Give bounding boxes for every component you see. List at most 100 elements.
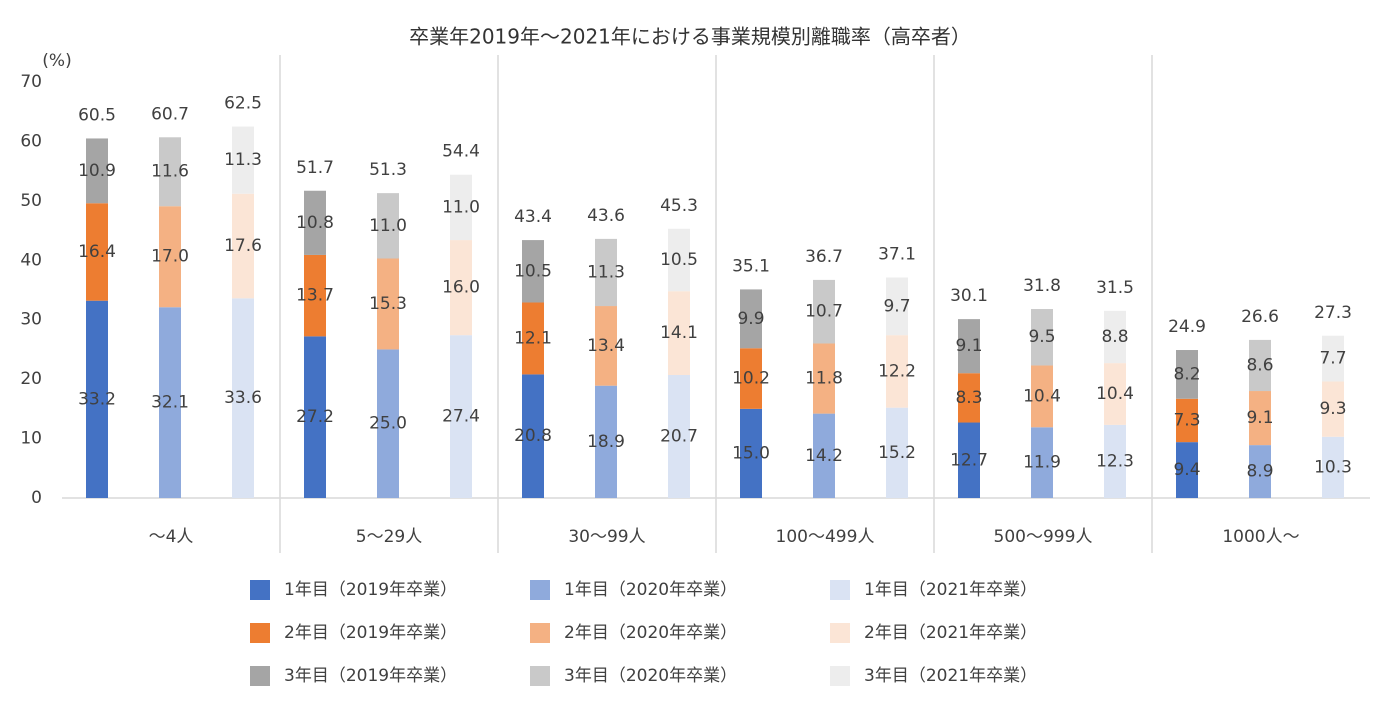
value-label: 7.7 xyxy=(1319,349,1346,369)
value-label: 12.3 xyxy=(1096,451,1134,471)
value-label: 13.4 xyxy=(587,336,625,356)
bar-segment xyxy=(377,258,399,350)
legend-label: 3年目（2020年卒業） xyxy=(564,666,737,686)
bar-segment xyxy=(595,385,617,498)
x-tick-label: 100～499人 xyxy=(776,527,875,547)
total-label: 51.7 xyxy=(296,158,334,178)
value-label: 16.0 xyxy=(442,278,480,298)
total-label: 31.5 xyxy=(1096,278,1134,298)
y-tick-label: 10 xyxy=(20,429,42,449)
total-label: 51.3 xyxy=(369,160,407,180)
bar-segment xyxy=(886,277,908,336)
value-label: 12.7 xyxy=(950,450,988,470)
bar-segment xyxy=(232,193,254,299)
bar-segment xyxy=(668,291,690,375)
bar-segment xyxy=(1249,445,1271,498)
bar-segment xyxy=(522,302,544,375)
legend-swatch xyxy=(530,623,550,643)
value-label: 9.1 xyxy=(955,336,982,356)
bar-segment xyxy=(86,203,108,301)
value-label: 8.2 xyxy=(1173,364,1200,384)
total-label: 26.6 xyxy=(1241,307,1279,327)
value-label: 9.9 xyxy=(737,309,764,329)
value-label: 9.3 xyxy=(1319,399,1346,419)
legend-label: 2年目（2019年卒業） xyxy=(284,623,457,643)
bar-segment xyxy=(958,422,980,498)
legend-swatch xyxy=(830,580,850,600)
value-label: 8.9 xyxy=(1246,462,1273,482)
x-tick-label: 5～29人 xyxy=(356,527,422,547)
value-label: 18.9 xyxy=(587,432,625,452)
x-tick-label: 1000人～ xyxy=(1222,527,1299,547)
bar-segment xyxy=(304,254,326,337)
total-label: 27.3 xyxy=(1314,303,1352,323)
value-label: 10.5 xyxy=(514,261,552,281)
y-tick-label: 20 xyxy=(20,369,42,389)
value-label: 25.0 xyxy=(369,414,407,434)
value-label: 15.0 xyxy=(732,443,770,463)
bar-segment xyxy=(1176,398,1198,443)
value-label: 11.0 xyxy=(442,197,480,217)
value-label: 11.6 xyxy=(151,162,189,182)
bar-segment xyxy=(1104,363,1126,425)
value-label: 27.4 xyxy=(442,407,480,427)
legend-swatch xyxy=(530,580,550,600)
total-label: 60.7 xyxy=(151,104,189,124)
bar-segment xyxy=(958,319,980,374)
bar-segment xyxy=(159,206,181,308)
value-label: 16.4 xyxy=(78,242,116,262)
legend-label: 1年目（2021年卒業） xyxy=(864,580,1037,600)
value-label: 11.3 xyxy=(587,262,625,282)
x-tick-label: ～4人 xyxy=(149,527,194,547)
bar-segment xyxy=(668,374,690,498)
legend-swatch xyxy=(250,580,270,600)
y-tick-label: 70 xyxy=(20,72,42,92)
value-label: 9.4 xyxy=(1173,460,1200,480)
value-label: 15.3 xyxy=(369,294,407,314)
bar-segment xyxy=(813,343,835,414)
legend-swatch xyxy=(830,666,850,686)
bar-segment xyxy=(1322,436,1344,498)
bar-segment xyxy=(813,279,835,344)
bar-segment xyxy=(1031,427,1053,498)
total-label: 43.6 xyxy=(587,206,625,226)
bar-segment xyxy=(377,193,399,259)
value-label: 11.3 xyxy=(224,150,262,170)
y-tick-label: 60 xyxy=(20,131,42,151)
total-label: 36.7 xyxy=(805,247,843,267)
bar-segment xyxy=(1104,310,1126,364)
value-label: 14.2 xyxy=(805,446,843,466)
value-label: 13.7 xyxy=(296,286,334,306)
value-label: 8.6 xyxy=(1246,355,1273,375)
bar-segment xyxy=(886,335,908,408)
legend-label: 2年目（2020年卒業） xyxy=(564,623,737,643)
legend-label: 3年目（2019年卒業） xyxy=(284,666,457,686)
total-label: 35.1 xyxy=(732,256,770,276)
x-tick-label: 500～999人 xyxy=(994,527,1093,547)
bar-segment xyxy=(668,228,690,292)
bar-segment xyxy=(450,335,472,498)
legend-label: 1年目（2019年卒業） xyxy=(284,580,457,600)
value-label: 32.1 xyxy=(151,393,189,413)
legend-label: 2年目（2021年卒業） xyxy=(864,623,1037,643)
y-tick-label: 50 xyxy=(20,191,42,211)
bar-segment xyxy=(740,289,762,349)
value-label: 8.3 xyxy=(955,388,982,408)
bar-segment xyxy=(1176,350,1198,399)
bar-segment xyxy=(304,336,326,498)
bar-segment xyxy=(232,298,254,498)
value-label: 10.7 xyxy=(805,302,843,322)
total-label: 60.5 xyxy=(78,105,116,125)
chart-title: 卒業年2019年～2021年における事業規模別離職率（高卒者） xyxy=(409,25,971,49)
bar-segment xyxy=(522,240,544,303)
bar-segment xyxy=(232,126,254,194)
legend-swatch xyxy=(530,666,550,686)
value-label: 10.3 xyxy=(1314,457,1352,477)
value-label: 10.4 xyxy=(1023,386,1061,406)
total-label: 43.4 xyxy=(514,207,552,227)
bar-segment xyxy=(450,174,472,241)
legend-swatch xyxy=(830,623,850,643)
value-label: 11.0 xyxy=(369,216,407,236)
